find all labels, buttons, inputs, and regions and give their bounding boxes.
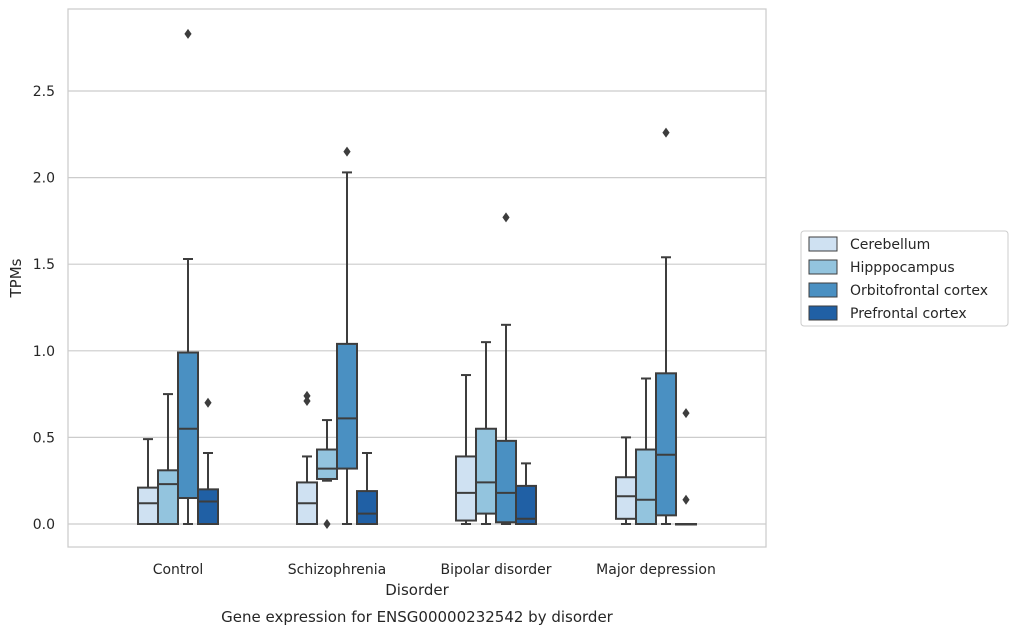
outlier-point — [303, 396, 311, 407]
box-body — [157, 469, 179, 526]
box-plot — [655, 127, 677, 525]
box-body — [515, 484, 537, 525]
figure-caption: Gene expression for ENSG00000232542 by d… — [221, 608, 614, 626]
box-body — [495, 439, 517, 524]
box-body — [177, 351, 199, 500]
outlier-point — [323, 519, 331, 529]
x-axis-label: Disorder — [385, 581, 449, 599]
x-tick-label: Major depression — [596, 562, 716, 578]
outlier-point — [502, 212, 510, 223]
box-plot — [137, 438, 159, 525]
outlier-point — [682, 494, 690, 505]
box-body — [356, 490, 378, 526]
y-tick-labels: 0.0 0.5 1.0 1.5 2.0 2.5 — [33, 84, 55, 533]
box-plot — [635, 377, 657, 525]
box-plots — [137, 28, 697, 529]
box-body — [455, 455, 477, 522]
legend-swatch — [808, 305, 838, 321]
box-plot — [157, 393, 179, 526]
legend-swatch — [808, 259, 838, 275]
legend-swatch — [808, 282, 838, 298]
y-tick-label: 0.0 — [33, 517, 55, 533]
legend-label: Orbitofrontal cortex — [850, 283, 988, 299]
x-tick-label: Bipolar disorder — [440, 562, 551, 578]
box-plot — [675, 408, 697, 526]
outlier-point — [184, 28, 192, 39]
y-tick-label: 2.5 — [33, 84, 55, 100]
y-tick-label: 2.0 — [33, 171, 55, 187]
x-tick-label: Control — [153, 562, 204, 578]
box-plot — [296, 390, 318, 526]
plot-area-frame — [67, 8, 767, 548]
box-body — [475, 427, 497, 515]
box-body — [635, 448, 657, 525]
box-plot — [177, 28, 199, 525]
box-plot — [615, 436, 637, 525]
outlier-point — [343, 146, 351, 157]
box-body — [336, 342, 358, 470]
box-body — [137, 486, 159, 525]
box-body — [316, 448, 338, 480]
legend: Cerebellum Hipppocampus Orbitofrontal cort… — [800, 230, 1009, 327]
box-body — [197, 488, 219, 525]
box-body — [615, 476, 637, 520]
legend-label: Prefrontal cortex — [850, 306, 967, 322]
outlier-point — [303, 390, 311, 401]
y-tick-label: 0.5 — [33, 430, 55, 446]
box-plot — [455, 374, 477, 525]
outlier-point — [204, 397, 212, 408]
box-body — [655, 372, 677, 517]
y-tick-label: 1.0 — [33, 344, 55, 360]
box-plot — [356, 451, 378, 526]
box-plot — [475, 341, 497, 525]
box-plot — [336, 146, 358, 525]
legend-swatch — [808, 236, 838, 252]
box-plot — [316, 419, 338, 529]
legend-label: Cerebellum — [850, 237, 930, 253]
outlier-point — [662, 127, 670, 138]
outlier-point — [682, 408, 690, 419]
legend-label: Hipppocampus — [850, 260, 955, 276]
box-plot — [495, 212, 517, 525]
x-tick-label: Schizophrenia — [288, 562, 386, 578]
x-tick-labels: Control Schizophrenia Bipolar disorder Majo… — [153, 562, 716, 578]
box-plot — [515, 462, 537, 525]
box-plot — [197, 397, 219, 525]
legend-items: Cerebellum Hipppocampus Orbitofrontal cort… — [808, 236, 988, 322]
y-tick-label: 1.5 — [33, 257, 55, 273]
y-axis-label: TPMs — [7, 258, 25, 298]
legend-frame — [800, 230, 1009, 327]
